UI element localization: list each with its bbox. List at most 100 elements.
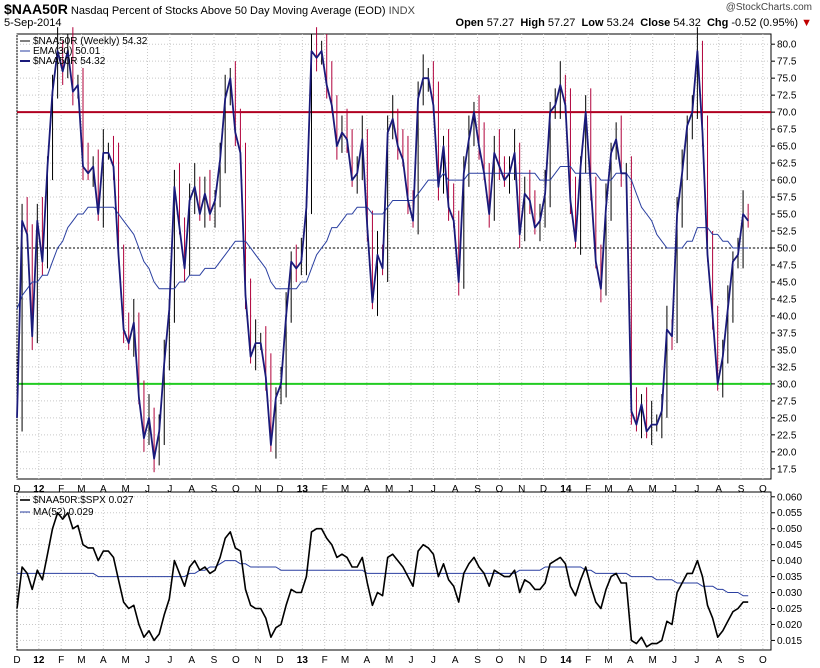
x-month-label: M — [604, 484, 612, 495]
ohlc-readout: Open 57.27 High 57.27 Low 53.24 Close 54… — [456, 17, 812, 29]
x-month-label-bottom: J — [145, 655, 150, 666]
ratio-ytick-label: 0.035 — [777, 572, 802, 583]
x-month-label-bottom: N — [255, 655, 262, 666]
x-month-label: M — [77, 484, 85, 495]
ratio-ma-line — [17, 560, 749, 597]
x-month-label: M — [649, 484, 657, 495]
ratio-ytick-label: 0.030 — [777, 588, 802, 599]
open-value: 57.27 — [486, 17, 515, 29]
main-ytick-label: 60.0 — [777, 176, 797, 187]
down-arrow-icon: ▼ — [801, 17, 812, 29]
main-frame — [16, 33, 772, 480]
main-ytick-label: 77.5 — [777, 57, 797, 68]
x-month-label: S — [211, 484, 218, 495]
x-month-label-bottom: M — [341, 655, 349, 666]
x-month-label: J — [145, 484, 150, 495]
x-month-label-bottom: J — [167, 655, 172, 666]
x-month-label-bottom: D — [540, 655, 547, 666]
x-month-label-bottom: A — [627, 655, 634, 666]
x-month-label-bottom: 14 — [560, 655, 572, 666]
legend-price-line: $NAA50R 54.32 — [33, 56, 106, 67]
x-month-label: J — [409, 484, 414, 495]
ratio-ytick-label: 0.025 — [777, 604, 802, 615]
x-month-label-bottom: M — [121, 655, 129, 666]
x-month-label: M — [121, 484, 129, 495]
x-month-label: N — [518, 484, 525, 495]
main-ytick-label: 50.0 — [777, 244, 797, 255]
main-ytick-label: 37.5 — [777, 328, 797, 339]
x-month-label: D — [276, 484, 283, 495]
main-ytick-label: 67.5 — [777, 125, 797, 136]
x-month-label: 12 — [33, 484, 45, 495]
x-month-label: D — [13, 484, 20, 495]
x-month-label: F — [58, 484, 64, 495]
main-ytick-label: 20.0 — [777, 447, 797, 458]
x-month-label: O — [759, 484, 767, 495]
ratio-ytick-label: 0.045 — [777, 540, 802, 551]
main-ytick-label: 80.0 — [777, 40, 797, 51]
x-month-label: D — [540, 484, 547, 495]
main-ytick-label: 27.5 — [777, 396, 797, 407]
x-month-label-bottom: F — [58, 655, 64, 666]
x-month-label: M — [341, 484, 349, 495]
x-month-label: O — [495, 484, 503, 495]
x-month-label: J — [431, 484, 436, 495]
x-month-label-bottom: M — [604, 655, 612, 666]
x-month-label-bottom: 13 — [297, 655, 309, 666]
symbol: $NAA50R — [4, 1, 68, 17]
x-month-label-bottom: J — [431, 655, 436, 666]
x-month-label-bottom: F — [585, 655, 591, 666]
ratio-ytick-label: 0.050 — [777, 524, 802, 535]
close-value: 54.32 — [673, 17, 701, 29]
x-month-label-bottom: S — [474, 655, 481, 666]
open-label: Open — [455, 17, 484, 29]
x-month-label-bottom: A — [100, 655, 107, 666]
x-month-label-bottom: J — [672, 655, 677, 666]
description: Nasdaq Percent of Stocks Above 50 Day Mo… — [70, 5, 386, 17]
main-ytick-label: 70.0 — [777, 108, 797, 119]
x-month-label-bottom: N — [518, 655, 525, 666]
x-month-label-bottom: 12 — [33, 655, 45, 666]
x-month-label-bottom: J — [409, 655, 414, 666]
main-ytick-label: 22.5 — [777, 430, 797, 441]
date-label: 5-Sep-2014 — [4, 17, 62, 29]
x-month-label-bottom: A — [363, 655, 370, 666]
x-month-label-bottom: M — [77, 655, 85, 666]
ratio-ytick-label: 0.060 — [777, 492, 802, 503]
chg-value: -0.52 (0.95%) — [731, 17, 799, 29]
ratio-ytick-label: 0.055 — [777, 508, 802, 519]
main-ytick-label: 45.0 — [777, 277, 797, 288]
watermark: @StockCharts.com — [725, 2, 812, 13]
legend-ratio-ma: MA(52) 0.029 — [33, 507, 94, 518]
x-month-label: A — [715, 484, 722, 495]
x-month-label-bottom: M — [385, 655, 393, 666]
ratio-ytick-label: 0.040 — [777, 556, 802, 567]
main-ytick-label: 57.5 — [777, 193, 797, 204]
x-month-label: J — [672, 484, 677, 495]
x-month-label-bottom: O — [759, 655, 767, 666]
x-month-label-bottom: A — [188, 655, 195, 666]
x-month-label: F — [322, 484, 328, 495]
main-ytick-label: 55.0 — [777, 210, 797, 221]
close-label: Close — [640, 17, 671, 29]
legend-main-series: $NAA50R (Weekly) 54.32 — [33, 36, 148, 47]
x-month-label-bottom: O — [232, 655, 240, 666]
x-month-label: 13 — [297, 484, 309, 495]
x-month-label-bottom: A — [452, 655, 459, 666]
x-month-label-bottom: J — [694, 655, 699, 666]
x-month-label-bottom: S — [738, 655, 745, 666]
x-month-label: O — [232, 484, 240, 495]
low-value: 53.24 — [606, 17, 635, 29]
main-ytick-label: 32.5 — [777, 362, 797, 373]
x-month-label-bottom: F — [322, 655, 328, 666]
x-month-label: A — [363, 484, 370, 495]
x-month-label-bottom: O — [495, 655, 503, 666]
x-month-label: S — [474, 484, 481, 495]
x-month-label-bottom: M — [649, 655, 657, 666]
x-month-label: A — [188, 484, 195, 495]
main-ytick-label: 47.5 — [777, 260, 797, 271]
x-month-label: J — [167, 484, 172, 495]
x-month-label: A — [100, 484, 107, 495]
ratio-line — [16, 511, 749, 648]
chg-label: Chg — [706, 17, 729, 29]
